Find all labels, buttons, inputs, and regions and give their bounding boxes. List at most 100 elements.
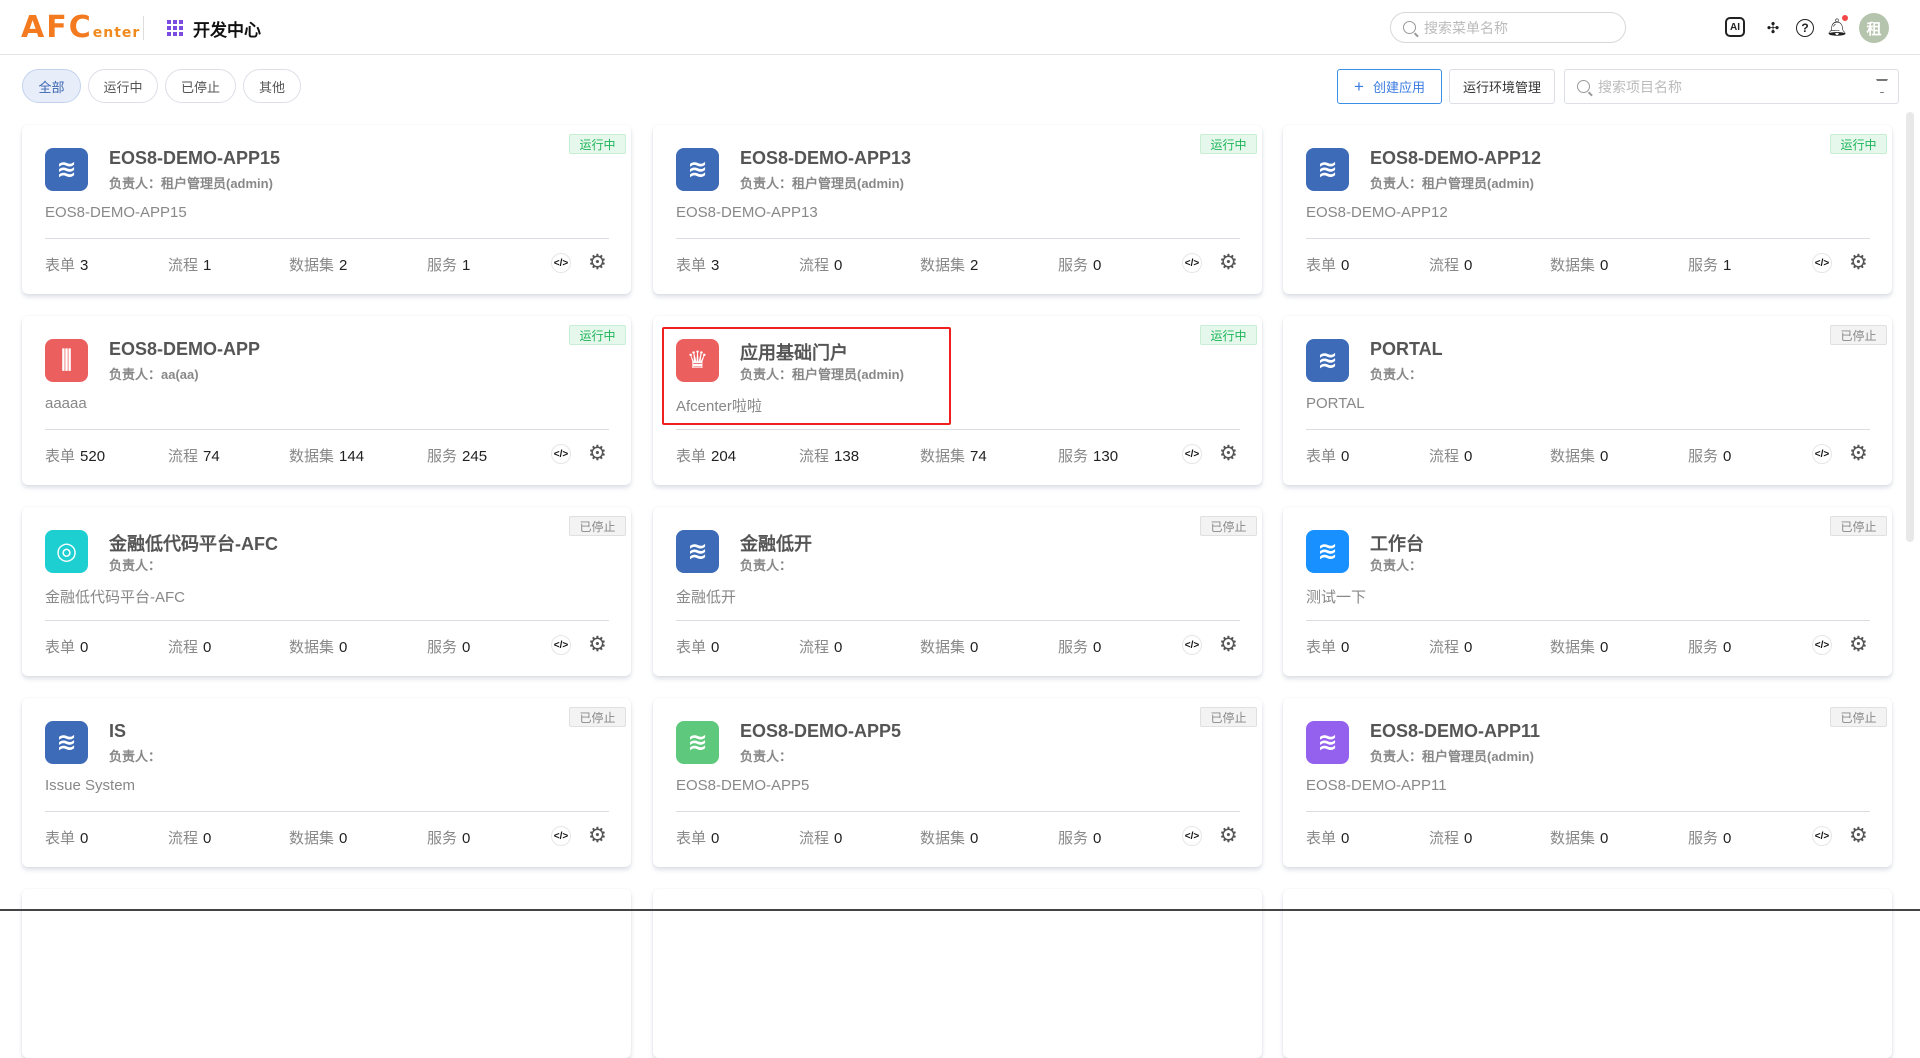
ai-icon[interactable]: AI bbox=[1725, 17, 1745, 37]
bell-icon[interactable]: 🔔︎ bbox=[1826, 18, 1848, 37]
app-owner: 负责人： bbox=[1370, 558, 1423, 573]
app-card[interactable]: ≋ IS 负责人： Issue System 已停止 表单 0 流程 0 数据集 0 服务 0… bbox=[22, 698, 631, 867]
app-name[interactable]: EOS8-DEMO-APP bbox=[109, 339, 261, 359]
scrollbar[interactable] bbox=[1906, 112, 1914, 542]
gear-icon[interactable]: ⚙ bbox=[1849, 251, 1868, 274]
app-card[interactable]: ⫼ EOS8-DEMO-APP 负责人：aa(aa) aaaaa 运行中 表单 5… bbox=[22, 316, 631, 485]
app-name[interactable]: 工作台 bbox=[1370, 534, 1424, 554]
stat-value: 0 bbox=[834, 257, 843, 274]
code-icon[interactable]: </> bbox=[1812, 635, 1832, 655]
gear-icon[interactable]: ⚙ bbox=[1849, 633, 1868, 656]
app-card-partial[interactable] bbox=[653, 889, 1262, 1058]
app-owner: 负责人：租户管理员(admin) bbox=[109, 176, 273, 191]
code-icon[interactable]: </> bbox=[1182, 635, 1202, 655]
app-card[interactable]: ≋ EOS8-DEMO-APP13 负责人：租户管理员(admin) EOS8-… bbox=[653, 125, 1262, 294]
stat-services: 服务 130 bbox=[1058, 445, 1118, 466]
search-icon bbox=[1403, 21, 1416, 34]
gear-icon[interactable]: ⚙ bbox=[588, 824, 607, 847]
stat-datasets: 数据集 0 bbox=[1550, 636, 1608, 657]
app-name[interactable]: EOS8-DEMO-APP5 bbox=[740, 721, 902, 741]
plugin-icon[interactable]: ✣ bbox=[1766, 20, 1780, 37]
stat-label: 表单 bbox=[1306, 830, 1337, 847]
stat-services: 服务 1 bbox=[427, 254, 470, 275]
stat-services: 服务 0 bbox=[427, 636, 470, 657]
create-app-button[interactable]: + 创建应用 bbox=[1337, 69, 1442, 104]
stat-forms: 表单 204 bbox=[676, 445, 736, 466]
plus-icon: + bbox=[1354, 76, 1364, 96]
app-card[interactable]: ≋ PORTAL 负责人： PORTAL 已停止 表单 0 流程 0 数据集 0 服务 0 <… bbox=[1283, 316, 1892, 485]
code-icon[interactable]: </> bbox=[1812, 444, 1832, 464]
filter-icon[interactable] bbox=[1876, 79, 1888, 93]
code-icon[interactable]: </> bbox=[1182, 826, 1202, 846]
code-icon[interactable]: </> bbox=[1182, 253, 1202, 273]
stat-value: 0 bbox=[1341, 448, 1350, 465]
filter-all[interactable]: 全部 bbox=[22, 69, 81, 103]
stat-value: 0 bbox=[1600, 257, 1609, 274]
gear-icon[interactable]: ⚙ bbox=[588, 633, 607, 656]
app-card[interactable]: ≋ EOS8-DEMO-APP11 负责人：租户管理员(admin) EOS8-… bbox=[1283, 698, 1892, 867]
stat-value: 0 bbox=[462, 639, 471, 656]
app-card[interactable]: ≋ EOS8-DEMO-APP15 负责人：租户管理员(admin) EOS8-… bbox=[22, 125, 631, 294]
app-card[interactable]: ≋ 金融低开 负责人： 金融低开 已停止 表单 0 流程 0 数据集 0 服务 0 </> ⚙ bbox=[653, 507, 1262, 676]
code-icon[interactable]: </> bbox=[551, 253, 571, 273]
code-icon[interactable]: </> bbox=[551, 826, 571, 846]
filter-running[interactable]: 运行中 bbox=[88, 69, 158, 103]
stat-flows: 流程 0 bbox=[168, 636, 211, 657]
avatar[interactable]: 租 bbox=[1859, 13, 1889, 43]
stat-datasets: 数据集 0 bbox=[920, 827, 978, 848]
code-icon[interactable]: </> bbox=[1812, 826, 1832, 846]
gear-icon[interactable]: ⚙ bbox=[1849, 442, 1868, 465]
card-divider bbox=[676, 620, 1240, 621]
app-name[interactable]: EOS8-DEMO-APP15 bbox=[109, 148, 281, 168]
afcenter-logo[interactable]: AFCenter bbox=[21, 10, 140, 45]
stat-value: 0 bbox=[80, 639, 89, 656]
gear-icon[interactable]: ⚙ bbox=[588, 251, 607, 274]
app-name[interactable]: EOS8-DEMO-APP11 bbox=[1370, 721, 1541, 741]
create-app-label: 创建应用 bbox=[1372, 80, 1425, 95]
app-name[interactable]: 金融低代码平台-AFC bbox=[109, 534, 278, 554]
app-name[interactable]: IS bbox=[109, 721, 127, 741]
stat-flows: 流程 1 bbox=[168, 254, 211, 275]
gear-icon[interactable]: ⚙ bbox=[1849, 824, 1868, 847]
app-name[interactable]: EOS8-DEMO-APP13 bbox=[740, 148, 912, 168]
code-icon[interactable]: </> bbox=[1812, 253, 1832, 273]
gear-icon[interactable]: ⚙ bbox=[1219, 824, 1238, 847]
app-card[interactable]: ≋ 工作台 负责人： 测试一下 已停止 表单 0 流程 0 数据集 0 服务 0 </> ⚙ bbox=[1283, 507, 1892, 676]
stat-label: 服务 bbox=[1058, 448, 1089, 465]
status-badge: 已停止 bbox=[1830, 516, 1887, 536]
code-icon[interactable]: </> bbox=[551, 635, 571, 655]
stat-label: 流程 bbox=[1429, 257, 1460, 274]
app-name[interactable]: EOS8-DEMO-APP12 bbox=[1370, 148, 1542, 168]
stat-forms: 表单 0 bbox=[1306, 636, 1349, 657]
app-card[interactable]: ≋ EOS8-DEMO-APP5 负责人： EOS8-DEMO-APP5 已停止… bbox=[653, 698, 1262, 867]
filter-other[interactable]: 其他 bbox=[243, 69, 301, 103]
app-card[interactable]: ≋ EOS8-DEMO-APP12 负责人：租户管理员(admin) EOS8-… bbox=[1283, 125, 1892, 294]
stat-forms: 表单 0 bbox=[45, 636, 88, 657]
project-search-input[interactable]: 搜索项目名称 bbox=[1564, 69, 1899, 104]
app-name[interactable]: PORTAL bbox=[1370, 339, 1443, 359]
app-description: Issue System bbox=[45, 777, 136, 794]
runtime-env-button[interactable]: 运行环境管理 bbox=[1449, 69, 1555, 104]
code-icon[interactable]: </> bbox=[551, 444, 571, 464]
gear-icon[interactable]: ⚙ bbox=[1219, 442, 1238, 465]
stat-datasets: 数据集 2 bbox=[289, 254, 347, 275]
menu-search-input[interactable]: 搜索菜单名称 bbox=[1390, 12, 1626, 43]
stat-label: 流程 bbox=[1429, 448, 1460, 465]
help-icon[interactable]: ? bbox=[1796, 19, 1814, 37]
gear-icon[interactable]: ⚙ bbox=[1219, 633, 1238, 656]
stat-label: 服务 bbox=[1058, 257, 1089, 274]
app-card[interactable]: ◎ 金融低代码平台-AFC 负责人： 金融低代码平台-AFC 已停止 表单 0 流程… bbox=[22, 507, 631, 676]
filter-stopped[interactable]: 已停止 bbox=[165, 69, 236, 103]
stat-value: 0 bbox=[1464, 639, 1473, 656]
stat-value: 3 bbox=[80, 257, 89, 274]
code-icon[interactable]: </> bbox=[1182, 444, 1202, 464]
app-name[interactable]: 应用基础门户 bbox=[740, 343, 848, 363]
gear-icon[interactable]: ⚙ bbox=[588, 442, 607, 465]
app-grid-icon[interactable] bbox=[167, 20, 183, 36]
app-name[interactable]: 金融低开 bbox=[740, 534, 812, 554]
layers-icon: ≋ bbox=[676, 530, 719, 573]
app-card-partial[interactable] bbox=[22, 889, 631, 1058]
app-card-partial[interactable] bbox=[1283, 889, 1892, 1058]
gear-icon[interactable]: ⚙ bbox=[1219, 251, 1238, 274]
app-card[interactable]: ♛ 应用基础门户 负责人：租户管理员(admin) Afcenter啦啦 运行中… bbox=[653, 316, 1262, 485]
